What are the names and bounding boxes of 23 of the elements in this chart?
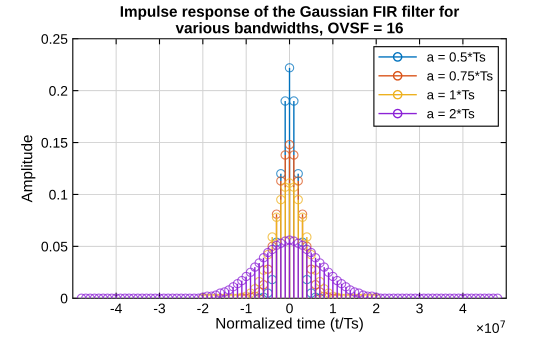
- y-tick-label: 0.2: [49, 86, 68, 96]
- y-axis-title: Amplitude: [21, 135, 36, 202]
- legend-label: a = 0.75*Ts: [427, 71, 493, 81]
- x-axis-title: Normalized time (t/Ts): [216, 317, 363, 332]
- x-tick-label: -4: [110, 304, 122, 314]
- x-tick-label: 0: [286, 303, 293, 314]
- x-tick-label: -3: [154, 303, 166, 314]
- x-tick-label: 3: [416, 303, 423, 314]
- legend-label: a = 0.5*Ts: [427, 52, 486, 62]
- y-tick-label: 0.25: [41, 34, 68, 44]
- x-tick-label: 4: [459, 304, 466, 314]
- x-tick-label: -2: [197, 303, 208, 314]
- legend-label: a = 2*Ts: [427, 108, 474, 118]
- x-tick-label: -1: [240, 304, 252, 314]
- legend-label: a = 1*Ts: [427, 90, 474, 100]
- y-tick-label: 0.1: [49, 190, 68, 200]
- chart-title: Impulse response of the Gaussian FIR filter for various bandwidths, OVSF = 16: [120, 6, 460, 36]
- y-tick-label: 0.15: [41, 138, 68, 148]
- x-tick-label: 2: [373, 303, 380, 314]
- x-tick-label: 1: [330, 304, 336, 314]
- y-tick-label: 0: [60, 294, 68, 304]
- y-tick-label: 0.05: [41, 242, 68, 252]
- text: ×10$^{7}$: [476, 320, 506, 334]
